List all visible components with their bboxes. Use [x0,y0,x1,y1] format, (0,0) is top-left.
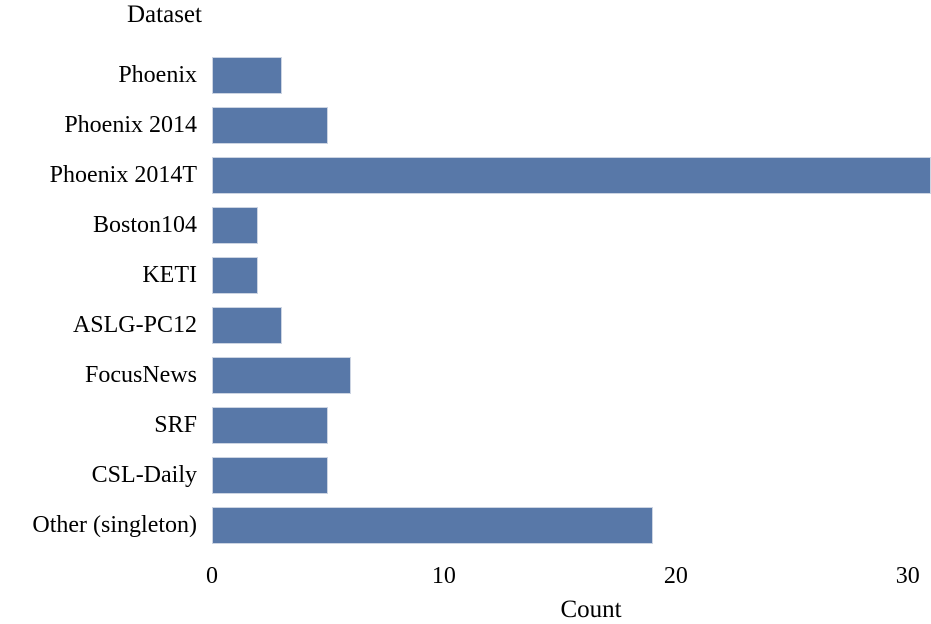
bar [212,407,328,444]
bar [212,507,653,544]
category-label: KETI [142,262,197,288]
category-label: Phoenix [118,62,197,88]
category-label: SRF [154,412,197,438]
category-label: ASLG-PC12 [72,312,197,338]
category-label: FocusNews [85,362,197,388]
category-label: Boston104 [92,212,197,238]
bar [212,57,282,94]
category-label: Phoenix 2014 [64,112,197,138]
bar [212,157,931,194]
bar [212,107,328,144]
y-axis-title: Dataset [127,1,202,28]
bar [212,457,328,494]
x-tick-label: 20 [663,563,688,589]
category-label: Other (singleton) [32,512,197,538]
category-label: Phoenix 2014T [49,162,197,188]
bar [212,207,259,244]
x-tick-label: 0 [206,563,218,589]
bar [212,357,352,394]
x-axis-title: Count [560,596,622,623]
bar [212,307,282,344]
category-label: CSL-Daily [91,462,197,488]
x-tick-label: 30 [895,563,920,589]
x-tick-label: 10 [431,563,456,589]
bar [212,257,259,294]
